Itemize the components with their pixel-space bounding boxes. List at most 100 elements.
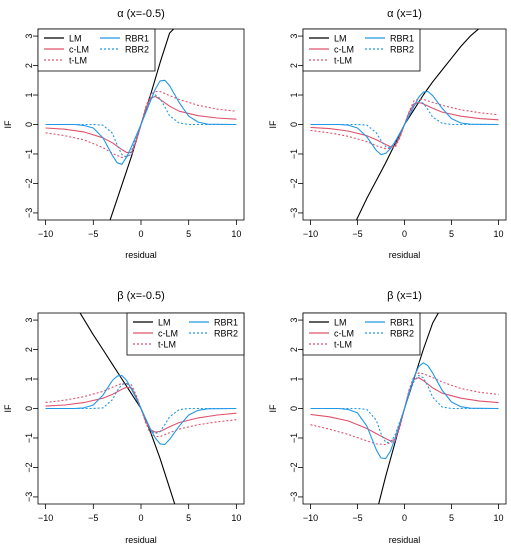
y-tick-label: 2 [24,347,34,352]
y-tick-label: −2 [24,178,34,188]
x-tick-label: −10 [303,229,318,239]
chart-title: α (x=1) [387,8,422,20]
x-tick-label: 10 [493,513,503,523]
y-tick-label: 0 [24,406,34,411]
chart-panel-4: β (x=1)−10 −5 0 5 10−3−2−10123residualIFLMc-… [268,290,507,545]
y-tick-label: 1 [289,377,299,382]
y-tick-label: 1 [289,93,299,98]
x-tick-label: 5 [186,513,191,523]
legend-entry: RBR1 [390,318,414,328]
legend-entry: c-LM [334,329,354,339]
legend-entry: RBR2 [125,45,149,55]
series-line-rbr2 [45,382,237,435]
x-tick-label: 5 [449,229,454,239]
y-axis-label: IF [3,120,13,129]
x-tick-label: 0 [138,513,143,523]
legend-entry: LM [69,34,82,44]
legend-entry: LM [158,318,171,328]
chart-title: α (x=-0.5) [117,8,165,20]
y-axis-label: IF [3,404,13,413]
y-axis-label: IF [268,404,278,413]
legend-entry: RBR2 [390,329,414,339]
legend-entry: RBR1 [390,34,414,44]
legend-entry: t-LM [334,340,352,350]
series-group [310,313,499,504]
x-tick-label: 10 [231,513,241,523]
x-tick-label: −10 [303,513,318,523]
series-line-rbr2 [310,100,499,149]
legend-entry: t-LM [334,56,352,66]
x-tick-label: 0 [138,229,143,239]
x-tick-label: 0 [402,513,407,523]
y-tick-label: 3 [289,318,299,323]
y-tick-label: 3 [289,34,299,39]
chart-panel-1: α (x=-0.5)−10 −5 0 5 10−3−2−10123residualIFL… [3,8,245,260]
y-axis-label: IF [268,120,278,129]
chart-title: β (x=-0.5) [117,290,165,302]
y-tick-label: −1 [24,433,34,443]
y-tick-label: 1 [24,377,34,382]
series-group [45,313,237,504]
legend-entry: LM [334,34,347,44]
legend-entry: RBR2 [214,329,238,339]
y-tick-label: −2 [289,462,299,472]
x-tick-label: 10 [231,229,241,239]
legend-entry: RBR1 [214,318,238,328]
y-tick-label: 3 [24,318,34,323]
legend-box [37,28,156,72]
y-tick-label: 2 [289,63,299,68]
x-tick-label: 0 [402,229,407,239]
legend-entry: c-LM [69,45,89,55]
y-tick-label: 0 [289,122,299,127]
legend-box [302,28,421,72]
legend-entry: RBR2 [390,45,414,55]
series-line-rbr2 [310,374,499,443]
x-tick-label: 5 [449,513,454,523]
x-axis-label: residual [125,250,157,260]
y-tick-label: 2 [24,63,34,68]
series-line-t-lm [45,90,237,159]
y-tick-label: −1 [289,149,299,159]
x-tick-label: −5 [352,229,362,239]
series-group [310,29,499,220]
y-tick-label: 0 [289,406,299,411]
chart-panel-3: β (x=-0.5)−10 −5 0 5 10−3−2−10123residualIFL… [3,290,245,545]
legend-entry: t-LM [158,340,176,350]
x-tick-label: −5 [88,229,98,239]
y-tick-label: 1 [24,93,34,98]
legend-entry: LM [334,318,347,328]
legend-entry: c-LM [334,45,354,55]
series-line-rbr1 [45,79,237,165]
series-line-t-lm [310,372,499,446]
series-line-rbr1 [45,374,237,446]
series-line-rbr1 [310,362,499,460]
legend-box [302,312,421,356]
y-tick-label: −3 [289,492,299,502]
x-axis-label: residual [389,250,421,260]
x-axis-label: residual [125,535,157,545]
x-tick-label: 5 [186,229,191,239]
series-line-rbr2 [45,94,237,159]
chart-panel-2: α (x=1)−10 −5 0 5 10−3−2−10123residualIFLMc-… [268,8,507,260]
x-tick-label: −5 [352,513,362,523]
legend-entry: c-LM [158,329,178,339]
series-group [45,29,237,220]
x-tick-label: −10 [38,229,53,239]
y-tick-label: −3 [289,208,299,218]
x-tick-label: −5 [88,513,98,523]
x-axis-label: residual [389,535,421,545]
legend-box [126,312,245,356]
y-tick-label: −3 [24,208,34,218]
x-tick-label: −10 [38,513,53,523]
y-tick-label: −2 [289,178,299,188]
y-tick-label: −3 [24,492,34,502]
y-tick-label: 3 [24,34,34,39]
series-line-lm [79,313,176,504]
y-tick-label: 0 [24,122,34,127]
y-tick-label: −2 [24,462,34,472]
